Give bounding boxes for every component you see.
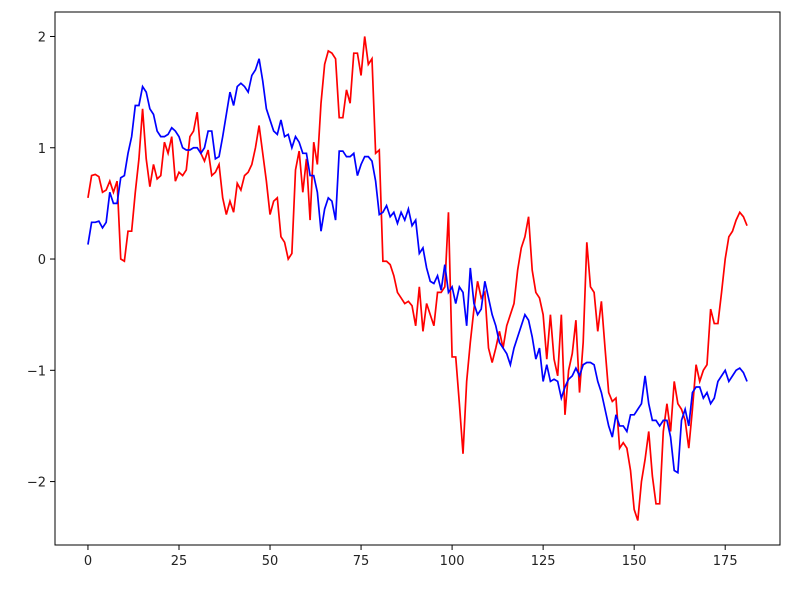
line-series	[87, 58, 748, 475]
y-tick-label: 1	[38, 142, 46, 157]
line-series	[87, 36, 748, 521]
y-tick-label: −1	[27, 364, 46, 379]
plot-frame	[54, 11, 781, 546]
y-tick-label: −2	[27, 476, 46, 491]
x-tick-label: 150	[622, 554, 647, 569]
x-tick-label: 75	[353, 554, 370, 569]
y-tick-label: 0	[38, 253, 46, 268]
x-tick-label: 100	[440, 554, 465, 569]
x-tick-label: 125	[531, 554, 556, 569]
x-tick-label: 175	[713, 554, 738, 569]
x-tick-label: 50	[262, 554, 279, 569]
x-tick-label: 0	[84, 554, 92, 569]
y-tick-label: 2	[38, 30, 46, 45]
x-tick-label: 25	[171, 554, 188, 569]
